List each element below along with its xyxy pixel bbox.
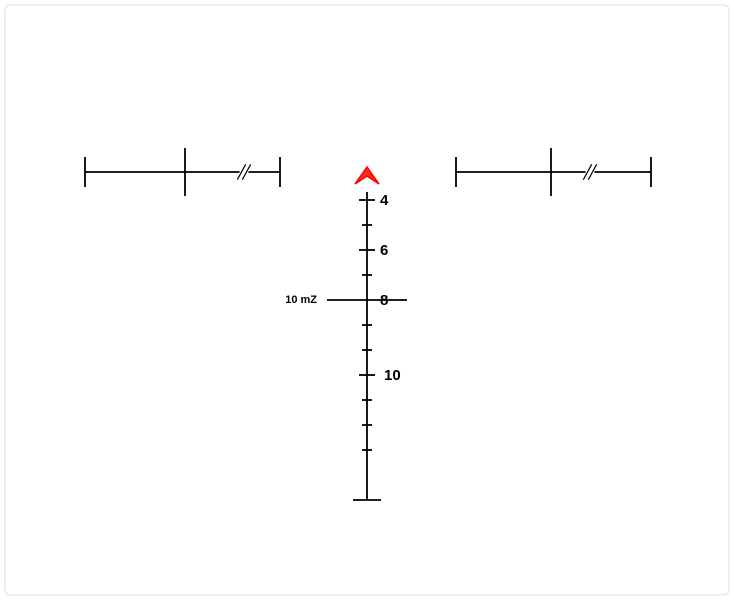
bdc-label: 10 (384, 367, 401, 384)
horizontal-bar-right (456, 148, 651, 196)
horizontal-bar-left (85, 148, 280, 196)
bdc-tick: 4 (359, 192, 389, 209)
bdc-label: 4 (380, 192, 389, 209)
bdc-tick: 10 (359, 367, 401, 384)
aiming-chevron (355, 167, 379, 184)
bdc-label: 6 (380, 242, 388, 259)
windage-width-label: 10 mZ (285, 294, 317, 306)
bdc-tick: 6 (359, 242, 388, 259)
bdc-tick: 8 10 mZ (285, 292, 407, 309)
bdc-label: 8 (380, 292, 388, 309)
vertical-stadia: 4 6 8 10 mZ 10 (285, 192, 407, 500)
reticle-diagram: 4 6 8 10 mZ 10 (0, 0, 734, 600)
